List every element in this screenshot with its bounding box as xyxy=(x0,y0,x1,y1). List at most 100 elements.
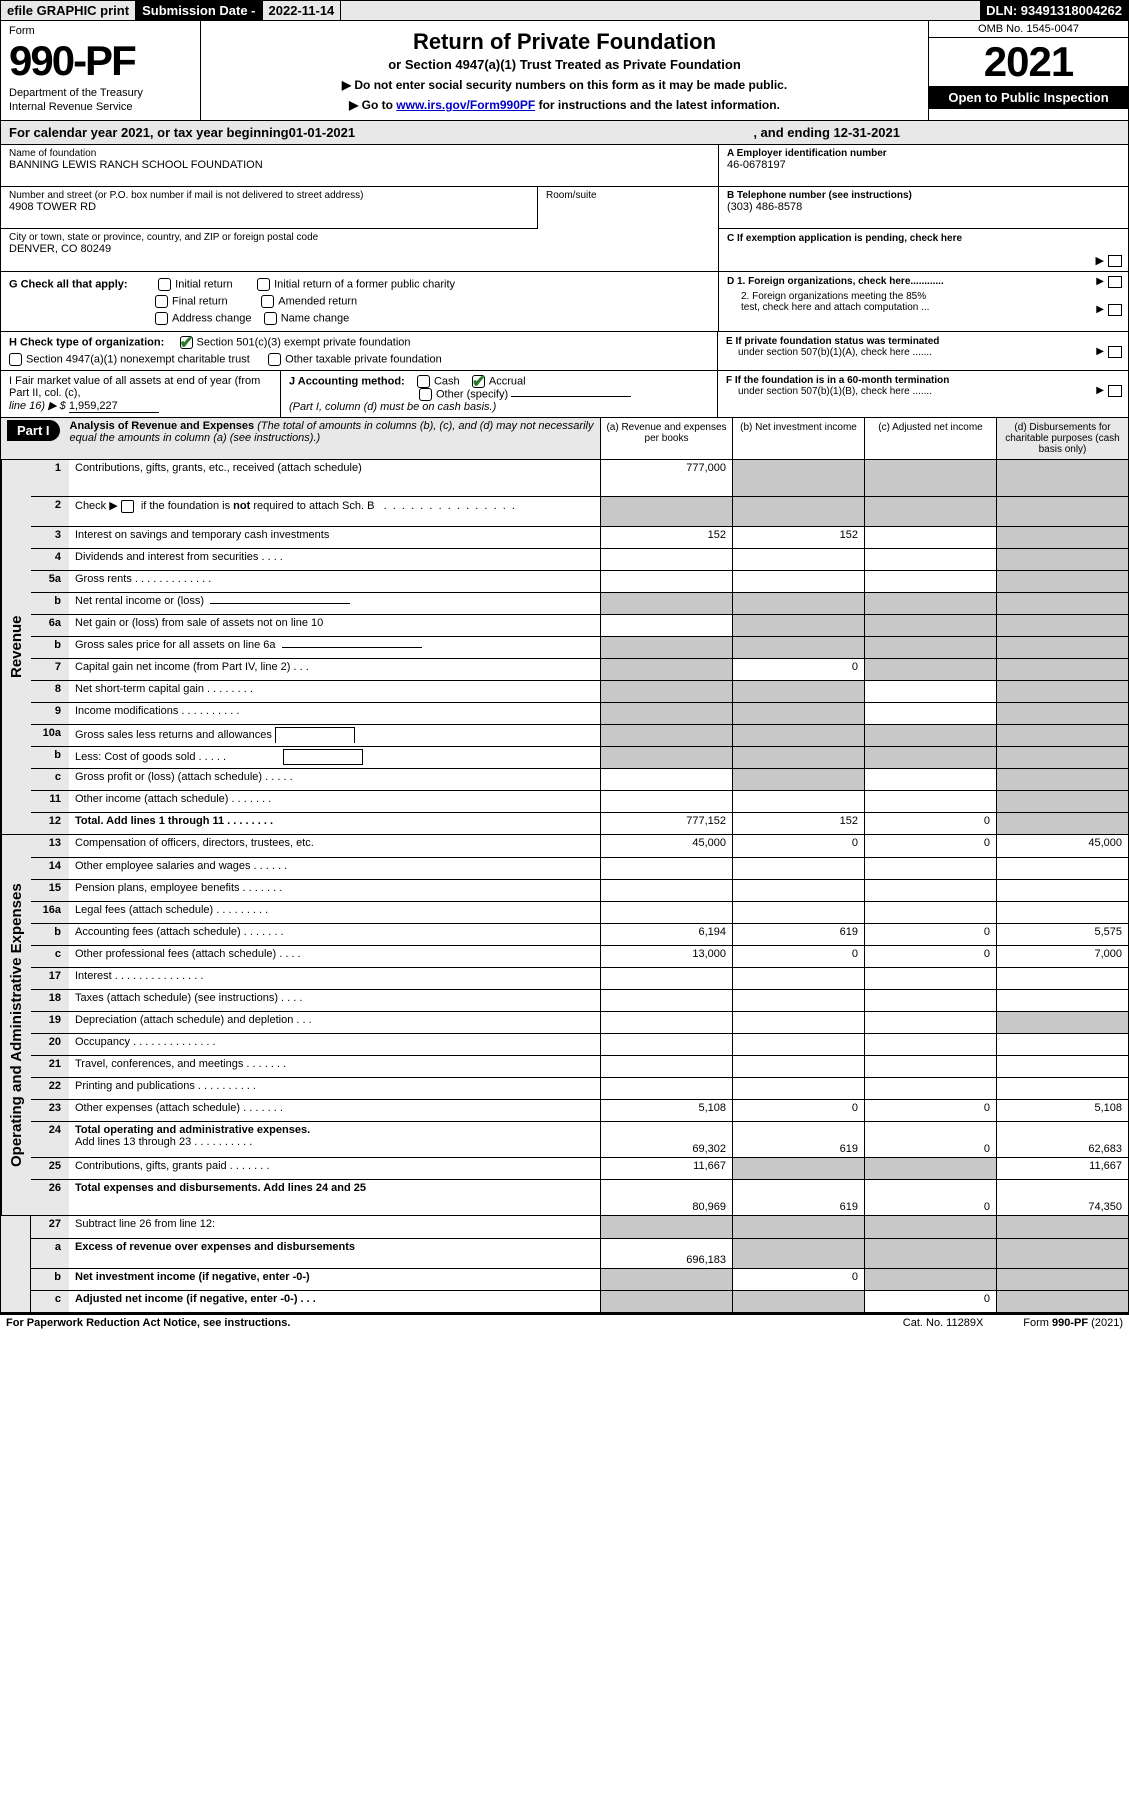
row-desc: Total operating and administrative expen… xyxy=(69,1122,600,1157)
row-val-a: 6,194 xyxy=(600,924,732,945)
address-row: Number and street (or P.O. box number if… xyxy=(1,187,718,229)
row-num: 27 xyxy=(31,1216,69,1238)
row-val-c: 0 xyxy=(864,924,996,945)
row-5a: 5a Gross rents . . . . . . . . . . . . . xyxy=(31,570,1128,592)
form-link[interactable]: www.irs.gov/Form990PF xyxy=(396,98,535,112)
j-cash: Cash xyxy=(434,375,460,387)
row-val-d xyxy=(996,1012,1128,1033)
footer-left: For Paperwork Reduction Act Notice, see … xyxy=(6,1317,290,1329)
j-section: J Accounting method: Cash Accrual Other … xyxy=(281,371,717,417)
e-checkbox[interactable] xyxy=(1108,346,1122,358)
accrual-checkbox[interactable] xyxy=(472,375,485,388)
form-subtitle: or Section 4947(a)(1) Trust Treated as P… xyxy=(209,57,920,72)
revenue-side-label: Revenue xyxy=(1,460,31,834)
row-val-a xyxy=(600,1034,732,1055)
row-val-c xyxy=(864,615,996,636)
row-val-b xyxy=(732,497,864,526)
city-label: City or town, state or province, country… xyxy=(9,232,710,243)
e-label-2: under section 507(b)(1)(A), check here .… xyxy=(726,347,1120,358)
name-cell: Name of foundation BANNING LEWIS RANCH S… xyxy=(1,145,718,187)
initial-former-checkbox[interactable] xyxy=(257,278,270,291)
g-label: G Check all that apply: xyxy=(9,278,128,290)
row-val-d xyxy=(996,637,1128,658)
row-desc: Total. Add lines 1 through 11 . . . . . … xyxy=(69,813,600,834)
cash-checkbox[interactable] xyxy=(417,375,430,388)
col-d-header: (d) Disbursements for charitable purpose… xyxy=(996,418,1128,459)
row-val-d: 11,667 xyxy=(996,1158,1128,1179)
arrow-icon: ▶ xyxy=(1096,254,1104,267)
row-num: 3 xyxy=(31,527,69,548)
row-16b: b Accounting fees (attach schedule) . . … xyxy=(31,923,1128,945)
row-val-b xyxy=(732,1216,864,1238)
name-change-checkbox[interactable] xyxy=(264,312,277,325)
row-val-c xyxy=(864,571,996,592)
row-val-b xyxy=(732,858,864,879)
g-section: G Check all that apply: Initial return I… xyxy=(1,272,718,331)
d1-label: D 1. Foreign organizations, check here..… xyxy=(727,276,1120,287)
row-val-a xyxy=(600,593,732,614)
row-val-b: 0 xyxy=(732,946,864,967)
row-desc-text: Net rental income or (loss) xyxy=(75,595,204,607)
row-val-a: 45,000 xyxy=(600,835,732,857)
info-left: Name of foundation BANNING LEWIS RANCH S… xyxy=(1,145,718,271)
row-val-a xyxy=(600,1291,732,1312)
row-val-a: 80,969 xyxy=(600,1180,732,1215)
submission-date-prefix: Submission Date - xyxy=(142,3,255,18)
footer-form-number: 990-PF xyxy=(1052,1317,1088,1329)
row-val-d xyxy=(996,460,1128,496)
form-instr-1: ▶ Do not enter social security numbers o… xyxy=(209,78,920,92)
row-val-c xyxy=(864,527,996,548)
row-desc-text: Gross sales less returns and allowances xyxy=(75,729,272,741)
4947a1-checkbox[interactable] xyxy=(9,353,22,366)
final-return-checkbox[interactable] xyxy=(155,295,168,308)
dept-irs: Internal Revenue Service xyxy=(9,101,192,113)
other-method-checkbox[interactable] xyxy=(419,388,432,401)
row-val-d xyxy=(996,681,1128,702)
row-val-d: 7,000 xyxy=(996,946,1128,967)
address-change-checkbox[interactable] xyxy=(155,312,168,325)
row-num: 25 xyxy=(31,1158,69,1179)
form-label: Form xyxy=(9,25,192,37)
g-opt-amended: Amended return xyxy=(278,295,357,307)
row-val-d xyxy=(996,1239,1128,1268)
row-27a: a Excess of revenue over expenses and di… xyxy=(31,1238,1128,1268)
row-val-c xyxy=(864,769,996,790)
d2-checkbox[interactable] xyxy=(1108,304,1122,316)
row-val-b xyxy=(732,703,864,724)
row-desc: Occupancy . . . . . . . . . . . . . . xyxy=(69,1034,600,1055)
amended-return-checkbox[interactable] xyxy=(261,295,274,308)
row-4: 4 Dividends and interest from securities… xyxy=(31,548,1128,570)
row-val-a xyxy=(600,902,732,923)
row-val-d: 62,683 xyxy=(996,1122,1128,1157)
501c3-checkbox[interactable] xyxy=(180,336,193,349)
ein-label: A Employer identification number xyxy=(727,148,1120,159)
row-val-c xyxy=(864,681,996,702)
j-label: J Accounting method: xyxy=(289,375,405,387)
row-10a: 10a Gross sales less returns and allowan… xyxy=(31,724,1128,746)
row-val-a xyxy=(600,747,732,768)
f-checkbox[interactable] xyxy=(1108,385,1122,397)
part-1-title-cell: Part I Analysis of Revenue and Expenses … xyxy=(1,418,600,459)
row-val-b xyxy=(732,1056,864,1077)
row-desc: Taxes (attach schedule) (see instruction… xyxy=(69,990,600,1011)
row-num: 10a xyxy=(31,725,69,746)
initial-return-checkbox[interactable] xyxy=(158,278,171,291)
c-checkbox[interactable] xyxy=(1108,255,1122,267)
fmv-value: 1,959,227 xyxy=(69,400,159,413)
row-23: 23 Other expenses (attach schedule) . . … xyxy=(31,1099,1128,1121)
row-num: c xyxy=(31,769,69,790)
tel-label: B Telephone number (see instructions) xyxy=(727,190,1120,201)
d1-checkbox[interactable] xyxy=(1108,276,1122,288)
row-val-d xyxy=(996,497,1128,526)
c-label: C If exemption application is pending, c… xyxy=(727,233,962,244)
sch-b-checkbox[interactable] xyxy=(121,500,134,513)
row-val-c xyxy=(864,1239,996,1268)
row-desc: Contributions, gifts, grants paid . . . … xyxy=(69,1158,600,1179)
row-9: 9 Income modifications . . . . . . . . .… xyxy=(31,702,1128,724)
row-val-b xyxy=(732,1034,864,1055)
row-desc: Gross profit or (loss) (attach schedule)… xyxy=(69,769,600,790)
other-taxable-checkbox[interactable] xyxy=(268,353,281,366)
row-val-a xyxy=(600,858,732,879)
g-opt-name: Name change xyxy=(281,312,350,324)
row-desc: Net rental income or (loss) xyxy=(69,593,600,614)
